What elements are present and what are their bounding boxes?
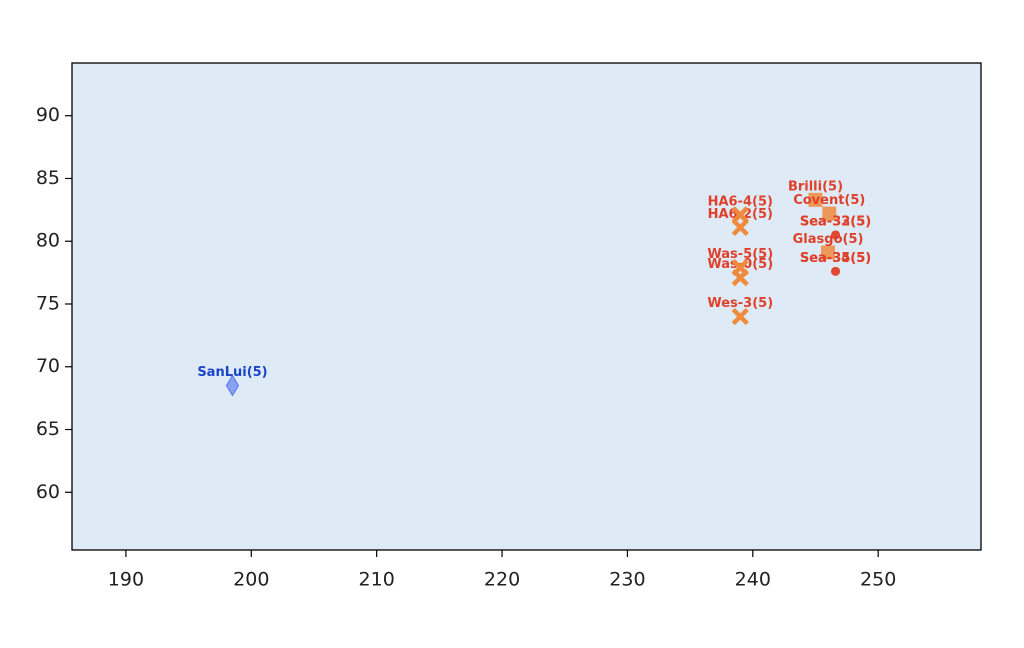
marker xyxy=(808,192,823,207)
y-tick-label: 85 xyxy=(36,167,60,189)
marker xyxy=(731,206,749,224)
x-tick-label: 250 xyxy=(860,569,896,591)
point-label: Sea-35(5) xyxy=(800,251,871,266)
point-label: SanLui(5) xyxy=(197,365,267,380)
x-tick-label: 220 xyxy=(484,569,520,591)
marker xyxy=(821,245,836,260)
point-label: Sea-34(5) xyxy=(800,251,871,266)
y-tick-label: 90 xyxy=(36,104,60,126)
point-label: Covent(5) xyxy=(793,193,865,208)
x-tick-label: 230 xyxy=(609,569,645,591)
marker xyxy=(225,374,240,397)
y-tick-label: 70 xyxy=(36,355,60,377)
marker xyxy=(731,307,749,326)
point-label: Sea-32(5) xyxy=(800,214,871,229)
y-tick-label: 75 xyxy=(36,292,60,314)
point-label: HA6-4(5) xyxy=(708,194,773,209)
plot-area xyxy=(71,62,982,551)
x-tick-label: 190 xyxy=(108,569,144,591)
y-tick-label: 60 xyxy=(36,481,60,503)
point-label: Brilli(5) xyxy=(788,179,843,194)
x-tick-label: 200 xyxy=(233,569,269,591)
marker xyxy=(831,266,841,276)
marker xyxy=(731,218,749,237)
x-tick-label: 210 xyxy=(359,569,395,591)
y-tick-label: 65 xyxy=(36,418,60,440)
marker xyxy=(831,230,841,240)
marker xyxy=(731,258,749,277)
x-tick-label: 240 xyxy=(735,569,771,591)
marker xyxy=(822,206,837,221)
point-label: Was-5(5) xyxy=(707,247,773,262)
point-label: Wes-3(5) xyxy=(707,296,773,311)
point-label: Glasgo(5) xyxy=(793,232,864,247)
y-tick-label: 80 xyxy=(36,230,60,252)
point-label: Sea-33(5) xyxy=(800,214,871,229)
